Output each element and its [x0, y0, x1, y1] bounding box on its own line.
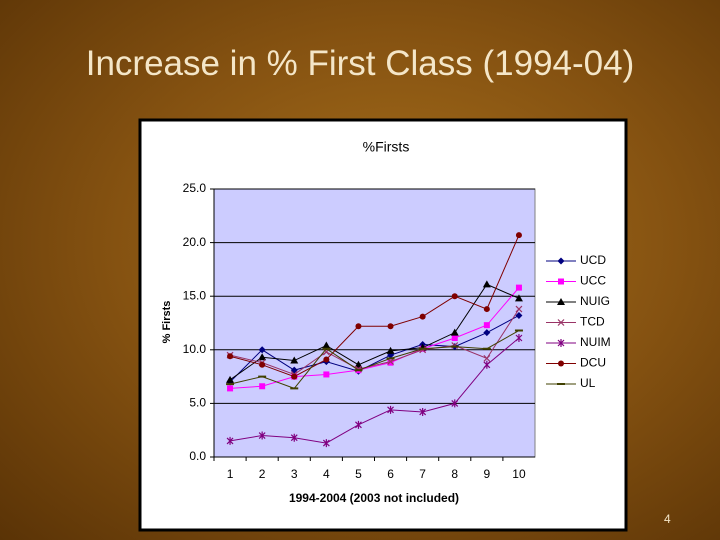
series-line — [229, 315, 520, 383]
marker — [483, 354, 491, 362]
marker — [514, 294, 523, 302]
x-tick-label: 1 — [227, 467, 234, 481]
marker — [290, 433, 298, 442]
marker — [355, 420, 362, 429]
marker — [483, 360, 491, 369]
marker — [258, 346, 266, 354]
marker — [557, 257, 565, 265]
legend-label: DCU — [580, 356, 606, 370]
legend-label: UCD — [580, 253, 606, 267]
marker — [483, 329, 491, 337]
marker — [323, 356, 330, 363]
x-tick-label: 5 — [355, 467, 362, 481]
marker — [226, 375, 235, 383]
slide-title: Increase in % First Class (1994-04) — [85, 44, 635, 83]
legend-label: NUIM — [580, 335, 611, 349]
marker — [515, 284, 522, 291]
x-axis-label: 1994-2004 (2003 not included) — [289, 491, 459, 505]
marker — [451, 399, 459, 408]
marker — [515, 232, 522, 239]
marker — [258, 431, 266, 440]
legend-label: UL — [580, 376, 596, 390]
chart-title: %Firsts — [363, 139, 410, 155]
x-tick-label: 3 — [291, 467, 298, 481]
y-tick-label: 0.0 — [189, 449, 206, 463]
x-tick-label: 9 — [484, 467, 491, 481]
marker — [557, 319, 565, 326]
marker — [387, 359, 394, 366]
marker — [290, 356, 299, 364]
marker — [557, 339, 565, 347]
marker — [558, 278, 564, 285]
marker — [557, 298, 565, 305]
y-tick-label: 10.0 — [183, 342, 207, 356]
y-tick-label: 15.0 — [183, 288, 207, 302]
y-axis-label: % Firsts — [161, 301, 173, 344]
x-tick-label: 4 — [323, 467, 330, 481]
legend-label: UCC — [580, 274, 606, 288]
marker — [515, 305, 523, 313]
x-tick-label: 7 — [419, 467, 426, 481]
marker — [387, 405, 394, 414]
marker — [451, 293, 458, 300]
marker — [227, 353, 234, 360]
marker — [322, 439, 330, 448]
y-tick-label: 5.0 — [189, 396, 206, 410]
marker — [355, 323, 362, 330]
series-line — [229, 308, 520, 376]
marker — [451, 335, 458, 342]
legend-label: TCD — [580, 315, 605, 329]
marker — [258, 353, 267, 361]
y-tick-label: 20.0 — [183, 235, 207, 249]
marker — [291, 373, 298, 380]
series-line — [229, 330, 520, 389]
marker — [483, 306, 490, 313]
marker — [226, 436, 234, 445]
marker — [322, 341, 331, 349]
series-line — [229, 283, 520, 381]
page-number: 4 — [664, 512, 671, 526]
marker — [259, 361, 266, 368]
marker — [558, 360, 564, 367]
x-tick-label: 8 — [451, 467, 458, 481]
marker — [419, 407, 427, 416]
marker — [354, 360, 363, 368]
x-tick-label: 2 — [259, 467, 266, 481]
marker — [323, 371, 330, 378]
marker — [419, 313, 426, 320]
marker — [482, 280, 491, 288]
marker — [227, 385, 234, 392]
x-tick-label: 10 — [512, 467, 526, 481]
x-tick-label: 6 — [387, 467, 394, 481]
marker — [515, 311, 523, 319]
y-tick-label: 25.0 — [183, 181, 207, 195]
series-line — [229, 234, 520, 378]
legend-label: NUIG — [580, 294, 610, 308]
series-line — [229, 337, 520, 444]
marker — [483, 322, 490, 329]
marker — [387, 323, 394, 330]
series-line — [230, 287, 520, 389]
marker — [450, 328, 459, 336]
marker — [259, 383, 266, 390]
marker — [515, 334, 523, 343]
marker — [386, 346, 395, 354]
